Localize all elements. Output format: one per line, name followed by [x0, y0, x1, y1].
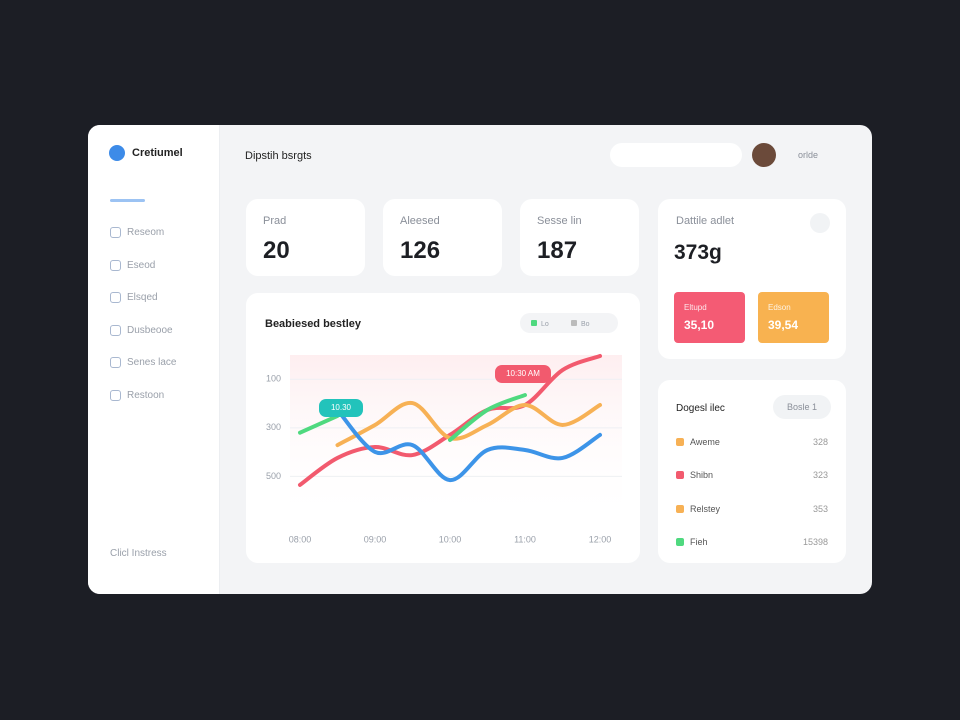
- chart-controls[interactable]: [520, 313, 618, 333]
- stat-label: Sesse lin: [537, 215, 582, 227]
- summary-tile: Edson 39,54: [758, 292, 829, 343]
- row-name: Fieh: [690, 536, 708, 547]
- logo: [109, 145, 125, 161]
- active-indicator: [110, 199, 145, 202]
- tile-value: 35,10: [684, 318, 715, 332]
- window: Cretiumel Clicl Instress Reseom Eseod Elsq…: [88, 125, 872, 594]
- row-value: 328: [812, 437, 828, 447]
- row-icon: [676, 438, 684, 446]
- list-button[interactable]: Bosle 1: [773, 395, 831, 419]
- tile-label: Edson: [768, 303, 791, 312]
- stat-value: 20: [263, 237, 290, 264]
- menu-icon[interactable]: [110, 324, 121, 336]
- page-title: Dipstih bsrgts: [245, 150, 312, 162]
- summary-label: Dattile adlet: [676, 215, 735, 227]
- menu-icon[interactable]: [110, 390, 121, 401]
- menu-item[interactable]: Elsqed: [127, 292, 158, 304]
- stat-card: Aleesed 126: [383, 199, 502, 276]
- row-name: Relstey: [690, 503, 721, 514]
- summary-tile: Eltupd 35,10: [674, 292, 745, 343]
- row-icon: [676, 471, 684, 480]
- menu-icon[interactable]: [110, 292, 121, 304]
- summary-value: 373g: [674, 241, 722, 264]
- tile-label: Eltupd: [684, 303, 707, 312]
- row-name: Shibn: [690, 470, 714, 481]
- row-value: 353: [812, 503, 828, 514]
- sidebar-footer: Clicl Instress: [110, 548, 167, 559]
- row-value: 15398: [802, 536, 828, 547]
- menu-item[interactable]: Dusbeooe: [127, 324, 173, 336]
- list-card: Dogesl ilec Bosle 1 Aweme 328 Shibn 323 Rels…: [658, 380, 846, 563]
- stat-value: 187: [537, 237, 578, 264]
- stat-value: 126: [400, 237, 441, 264]
- stat-label: Prad: [263, 215, 287, 227]
- chart-card: Beabiesed bestley: [246, 293, 640, 563]
- menu-item[interactable]: Restoon: [127, 390, 165, 401]
- sidebar: Cretiumel Clicl Instress Reseom Eseod Elsq…: [88, 125, 220, 594]
- search[interactable]: [610, 143, 742, 167]
- row-name: Aweme: [690, 437, 720, 447]
- menu-item[interactable]: Reseom: [127, 227, 165, 238]
- stat-card: Sesse lin 187: [520, 199, 639, 276]
- chart-title: Beabiesed bestley: [265, 318, 361, 330]
- avatar[interactable]: [752, 143, 776, 167]
- tile-value: 39,54: [768, 318, 799, 332]
- brand: Cretiumel: [132, 147, 183, 159]
- menu-icon[interactable]: [110, 357, 121, 369]
- summary-card: Dattile adlet 373g Eltupd 35,10 Edson 39,54: [658, 199, 846, 359]
- menu-icon[interactable]: [110, 227, 121, 238]
- stat-label: Aleesed: [400, 215, 440, 227]
- row-value: 323: [812, 470, 828, 481]
- menu-item[interactable]: Eseod: [127, 259, 156, 271]
- menu-item[interactable]: Senes lace: [127, 357, 177, 369]
- list-title: Dogesl ilec: [676, 403, 725, 414]
- user-name: orlde: [798, 150, 819, 160]
- menu-icon[interactable]: [110, 259, 121, 271]
- summary-icon[interactable]: [810, 213, 830, 233]
- row-icon: [676, 537, 684, 546]
- stat-card: Prad 20: [246, 199, 365, 276]
- row-icon: [676, 504, 684, 513]
